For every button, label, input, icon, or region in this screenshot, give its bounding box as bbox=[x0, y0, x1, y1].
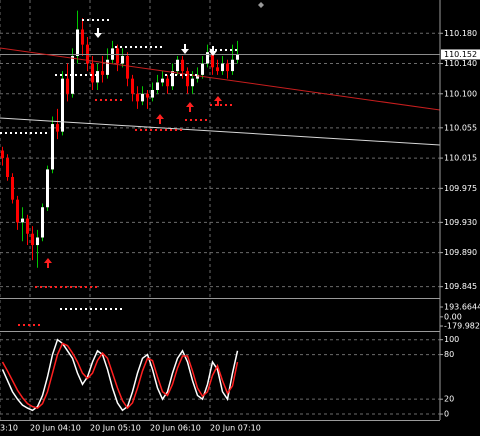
candle-body bbox=[206, 52, 209, 64]
candle-body bbox=[76, 29, 79, 56]
arrow-down bbox=[94, 28, 102, 38]
y-tick-label: 109.975 bbox=[444, 184, 477, 193]
y-tick-label: 109.845 bbox=[444, 282, 477, 291]
candle-body bbox=[21, 218, 24, 223]
x-tick-label: 20 Jun 07:10 bbox=[210, 424, 261, 433]
y-tick-label: 0.00 bbox=[444, 312, 462, 321]
x-tick-label: 3:10 bbox=[0, 424, 18, 433]
y-tick-label: 110.015 bbox=[444, 154, 477, 163]
drawings bbox=[0, 2, 441, 326]
candle-body bbox=[101, 71, 104, 75]
arrow-up bbox=[214, 96, 222, 106]
y-tick-label: 80 bbox=[444, 350, 454, 359]
candle-body bbox=[116, 48, 119, 64]
stochastic-line bbox=[1, 338, 239, 412]
candle-body bbox=[121, 55, 124, 64]
y-tick-label: 20 bbox=[444, 395, 454, 404]
candle-body bbox=[16, 199, 19, 223]
candle-body bbox=[196, 74, 199, 79]
sell-arrows bbox=[94, 28, 217, 56]
stochastic-line bbox=[1, 342, 239, 410]
candle-body bbox=[131, 78, 134, 94]
candle-body bbox=[166, 78, 169, 87]
candle-body bbox=[81, 29, 84, 45]
arrow-up bbox=[44, 258, 52, 268]
y-tick-label: -179.982 bbox=[444, 322, 480, 331]
candle-body bbox=[151, 90, 154, 98]
candle-body bbox=[106, 59, 109, 75]
candle-body bbox=[41, 207, 44, 238]
candle-body bbox=[136, 93, 139, 102]
candle-body bbox=[186, 71, 189, 87]
candle-body bbox=[236, 54, 239, 60]
trend-line bbox=[0, 117, 441, 146]
shift-marker bbox=[258, 2, 264, 8]
arrow-down bbox=[209, 46, 217, 56]
candle-body bbox=[31, 233, 34, 246]
x-tick-label: 20 Jun 04:10 bbox=[30, 424, 81, 433]
y-tick-label: 110.140 bbox=[444, 59, 477, 68]
candle-body bbox=[46, 169, 49, 208]
candle-body bbox=[191, 78, 194, 87]
candle-body bbox=[6, 158, 9, 177]
y-tick-label: 110.055 bbox=[444, 123, 477, 132]
y-tick-label: 109.930 bbox=[444, 218, 477, 227]
y-tick-label: 110.100 bbox=[444, 89, 477, 98]
candle-body bbox=[216, 67, 219, 72]
candle-body bbox=[36, 237, 39, 246]
candle-body bbox=[141, 93, 144, 102]
candle-body bbox=[171, 71, 174, 87]
y-tick-label: 109.890 bbox=[444, 248, 477, 257]
candle-body bbox=[91, 63, 94, 83]
candle-body bbox=[96, 71, 99, 83]
arrow-up bbox=[186, 102, 194, 112]
candle-body bbox=[126, 55, 129, 79]
arrow-up bbox=[156, 114, 164, 124]
candle-body bbox=[231, 59, 234, 72]
candle-body bbox=[161, 78, 164, 83]
y-tick-label: 100 bbox=[444, 335, 459, 344]
candle-body bbox=[226, 63, 229, 72]
candle-body bbox=[201, 63, 204, 75]
last-price-box bbox=[441, 49, 480, 60]
candle-body bbox=[51, 124, 54, 170]
candle-body bbox=[181, 59, 184, 72]
trend-line bbox=[0, 47, 441, 111]
candle-body bbox=[66, 78, 69, 94]
candle-body bbox=[1, 150, 4, 159]
candle-body bbox=[61, 78, 64, 132]
candle-body bbox=[221, 63, 224, 72]
x-tick-label: 20 Jun 05:10 bbox=[90, 424, 141, 433]
buy-arrows bbox=[44, 96, 222, 268]
y-tick-label: 110.180 bbox=[444, 29, 477, 38]
y-tick-label: 193.6644 bbox=[444, 302, 480, 311]
candle-body bbox=[211, 52, 214, 68]
x-tick-label: 20 Jun 06:10 bbox=[150, 424, 201, 433]
candle-body bbox=[11, 176, 14, 200]
y-tick-label: 0 bbox=[444, 410, 449, 419]
arrow-down bbox=[181, 44, 189, 54]
candle-body bbox=[156, 82, 159, 91]
candle-body bbox=[26, 218, 29, 234]
last-price-label: 110.152 bbox=[444, 50, 477, 59]
candle-body bbox=[56, 124, 59, 132]
candle-body bbox=[146, 93, 149, 98]
candle-body bbox=[71, 55, 74, 94]
candle-body bbox=[176, 59, 179, 72]
signal-dots bbox=[0, 19, 240, 326]
